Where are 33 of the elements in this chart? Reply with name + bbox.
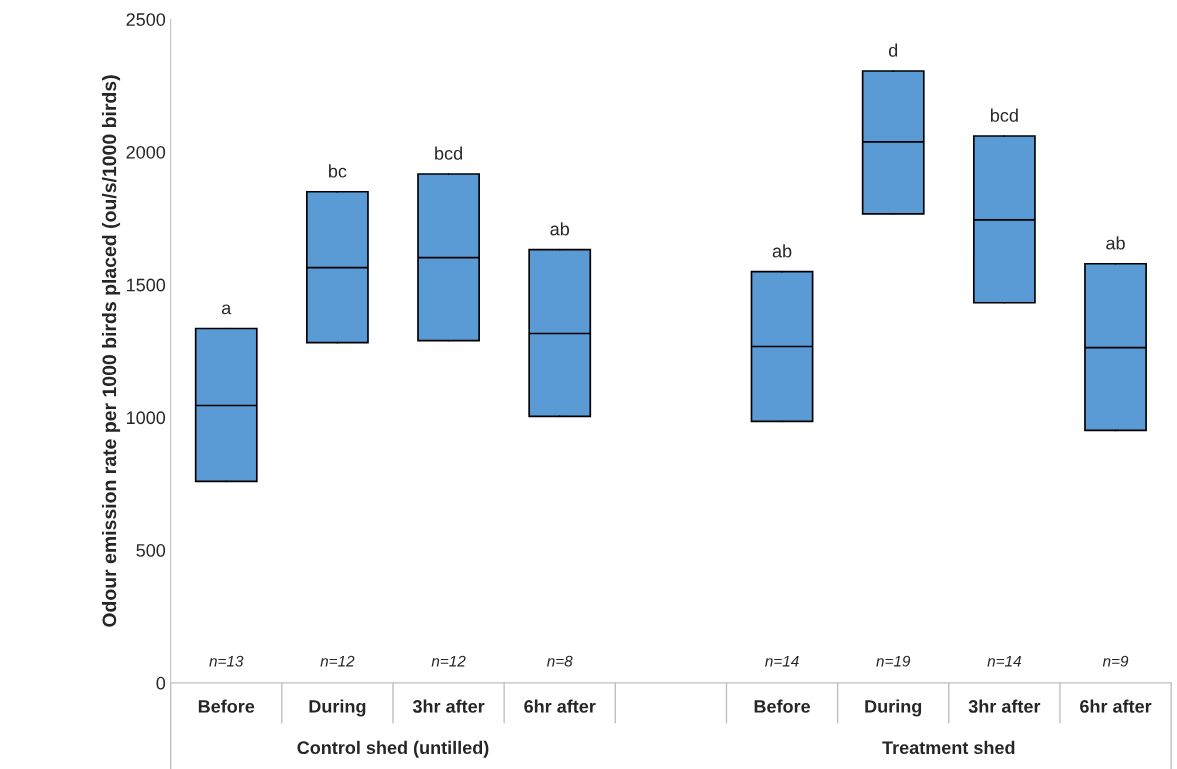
- text: Control shed (untilled): [297, 740, 489, 758]
- text: Treatment shed: [882, 740, 1015, 755]
- annotation: n=13: [209, 655, 244, 667]
- annotation: n=14: [987, 655, 1022, 667]
- x-tick-label: 3hr after: [968, 699, 1041, 713]
- annotation: a: [221, 304, 232, 315]
- y-tick-label: 2500: [126, 13, 166, 26]
- annotation: bcd: [990, 108, 1018, 122]
- x-tick-label: 3hr after: [412, 699, 485, 713]
- y-tick-label: 500: [136, 544, 166, 557]
- x-tick-label: During: [865, 699, 922, 717]
- annotation: bcd: [435, 146, 462, 160]
- annotation: n=12: [320, 655, 355, 667]
- x-tick-label: Before: [198, 699, 255, 713]
- annotation: ab: [550, 222, 570, 236]
- x-tick-label: 6hr after: [524, 699, 596, 713]
- annotation: bc: [329, 164, 347, 178]
- annotation: n=14: [765, 655, 799, 667]
- y-tick-label: 1500: [127, 278, 166, 292]
- x-tick-label: Before: [754, 699, 811, 713]
- annotation: n=12: [431, 655, 466, 667]
- annotation: n=19: [876, 655, 911, 667]
- annotation: n=9: [1102, 655, 1129, 667]
- y-tick-label: 1000: [127, 411, 166, 425]
- annotation: d: [888, 43, 898, 57]
- y-tick-label: 0: [156, 676, 166, 690]
- annotation: n=8: [547, 655, 573, 667]
- annotation: ab: [1106, 236, 1125, 250]
- y-tick-label: 2000: [126, 145, 166, 159]
- annotation: ab: [772, 244, 792, 258]
- x-tick-label: 6hr after: [1080, 699, 1152, 713]
- x-tick-label: During: [309, 699, 366, 717]
- y-axis-title: Odour emission rate per 1000 birds placed (ou/s/1000 birds): [101, 75, 121, 627]
